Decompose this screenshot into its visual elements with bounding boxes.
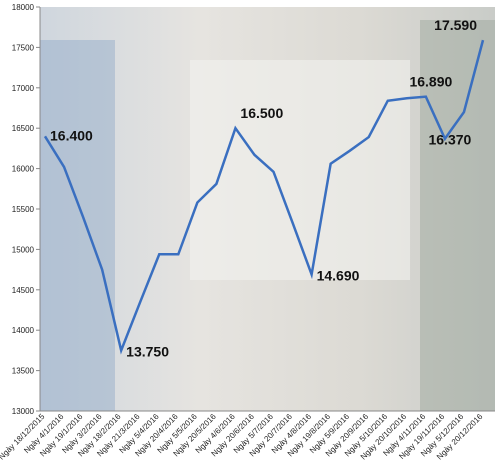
data-label: 16.890 bbox=[409, 74, 452, 90]
y-tick-label: 18000 bbox=[12, 3, 35, 12]
photo-person-left bbox=[40, 40, 115, 411]
y-tick-label: 13000 bbox=[12, 407, 35, 416]
data-label: 16.500 bbox=[240, 105, 283, 121]
data-label: 16.370 bbox=[428, 132, 471, 148]
y-tick-label: 17500 bbox=[12, 43, 35, 52]
y-tick-label: 15500 bbox=[12, 205, 35, 214]
y-tick-label: 16000 bbox=[12, 165, 35, 174]
y-tick-label: 15000 bbox=[12, 245, 35, 254]
y-tick-label: 16500 bbox=[12, 124, 35, 133]
y-tick-label: 14000 bbox=[12, 326, 35, 335]
data-label: 14.690 bbox=[317, 267, 360, 283]
photo-pump bbox=[190, 60, 410, 280]
photo-person-right bbox=[420, 20, 495, 411]
y-tick-label: 14500 bbox=[12, 286, 35, 295]
data-label: 13.750 bbox=[126, 343, 169, 359]
data-line bbox=[43, 39, 485, 355]
y-tick-label: 13500 bbox=[12, 367, 35, 376]
y-tick-label: 17000 bbox=[12, 84, 35, 93]
data-label: 17.590 bbox=[434, 17, 477, 33]
data-label: 16.400 bbox=[50, 127, 93, 143]
